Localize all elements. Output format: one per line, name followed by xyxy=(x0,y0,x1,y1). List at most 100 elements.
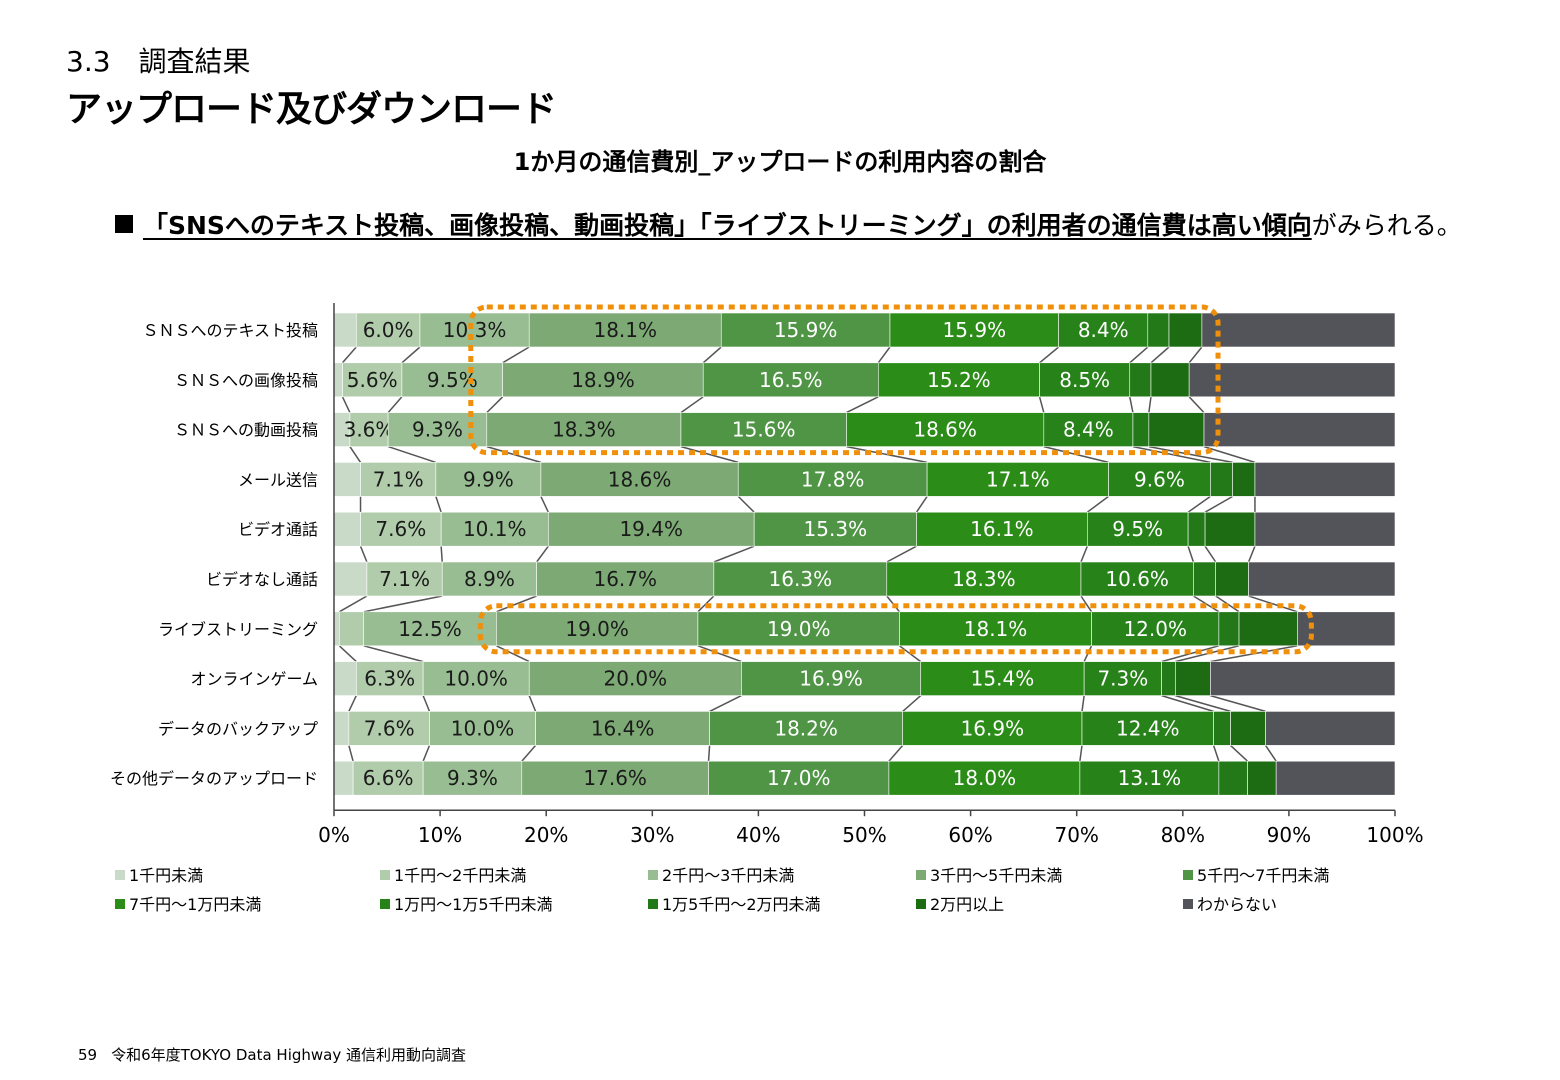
bar-segment xyxy=(680,412,847,447)
data-label: 18.2% xyxy=(774,716,838,740)
bar-segment xyxy=(441,561,537,597)
category-label: ビデオなし通話 xyxy=(206,570,318,589)
source-note: 令和6年度TOKYO Data Highway 通信利用動向調査 xyxy=(111,1046,466,1064)
series-connector-line xyxy=(536,545,549,563)
bar-segment xyxy=(1275,760,1396,796)
bar-segment xyxy=(349,412,389,447)
bar-segment xyxy=(333,711,350,746)
bar-segment xyxy=(401,362,503,398)
bar-segment xyxy=(387,412,488,447)
series-connector-line xyxy=(440,546,443,563)
data-label: 10.3% xyxy=(443,318,507,342)
bar-segment xyxy=(1248,561,1396,597)
data-label: 12.5% xyxy=(398,617,462,641)
series-connector-line xyxy=(915,495,928,513)
bar-segment xyxy=(899,611,1092,647)
series-connector-line xyxy=(1129,396,1134,413)
series-connector-line xyxy=(387,445,437,464)
bar-segment xyxy=(333,561,368,597)
bar-segment xyxy=(702,362,879,398)
bar-segment xyxy=(1265,711,1396,746)
data-label: 18.6% xyxy=(608,467,672,491)
bar-segment xyxy=(339,611,365,647)
series-connector-line xyxy=(1248,595,1298,613)
bar-segment xyxy=(429,711,536,746)
category-label: ライブストリーミング xyxy=(158,620,318,639)
series-connector-line xyxy=(349,446,362,463)
bar-segment xyxy=(1039,362,1131,398)
bar-segment xyxy=(1080,561,1194,597)
series-connector-line xyxy=(521,744,537,762)
data-label: 8.9% xyxy=(464,567,515,591)
bar-segment xyxy=(486,412,682,447)
series-connector-line xyxy=(422,695,431,712)
bar-segment xyxy=(360,462,437,497)
series-connector-line xyxy=(1161,694,1214,713)
series-connector-line xyxy=(435,496,442,513)
data-label: 9.3% xyxy=(447,766,498,790)
data-label: 16.9% xyxy=(961,716,1025,740)
legend-label: わからない xyxy=(1197,895,1277,914)
bar-segment xyxy=(1081,711,1214,746)
series-connector-line xyxy=(702,346,722,364)
bar-segment xyxy=(1079,760,1220,796)
series-connector-line xyxy=(902,695,922,712)
series-connector-line xyxy=(1210,694,1266,713)
data-label: 15.2% xyxy=(927,368,991,392)
bar-segment xyxy=(1232,462,1256,497)
bar-segment xyxy=(916,511,1088,547)
series-connector-line xyxy=(1038,396,1045,413)
bar-segment xyxy=(1215,561,1249,597)
legend-label: 1千円～2千円未満 xyxy=(394,866,526,885)
bar-segment xyxy=(333,661,357,696)
data-label: 12.0% xyxy=(1123,617,1187,641)
bar-segment xyxy=(888,760,1081,796)
series-connector-line xyxy=(387,396,403,414)
bar-segment xyxy=(1083,661,1162,696)
series-connector-line xyxy=(707,745,711,762)
bar-segment xyxy=(333,760,354,796)
series-connector-line xyxy=(1187,495,1211,513)
bar-segment xyxy=(886,561,1082,597)
legend-swatch xyxy=(648,870,658,880)
series-connector-line xyxy=(341,346,357,364)
bar-segment xyxy=(1230,711,1266,746)
headline: 「SNSへのテキスト投稿、画像投稿、動画投稿」「ライブストリーミング」の利用者の… xyxy=(115,206,1462,242)
data-label: 17.1% xyxy=(986,467,1050,491)
bar-segment xyxy=(720,312,891,348)
bar-segment xyxy=(1129,362,1152,398)
data-label: 15.3% xyxy=(804,517,868,541)
category-label: データのバックアップ xyxy=(158,719,318,738)
series-connector-line xyxy=(1132,445,1211,464)
series-connector-line xyxy=(1203,445,1256,464)
bar-segment xyxy=(1132,412,1150,447)
x-tick-label: 50% xyxy=(842,823,886,847)
category-label: その他データのアップロード xyxy=(110,769,318,788)
bar-segment xyxy=(713,561,888,597)
bar-segment xyxy=(1238,611,1298,647)
bar-segment xyxy=(1213,711,1231,746)
bar-segment xyxy=(902,711,1083,746)
bar-segment xyxy=(1091,611,1220,647)
chart-title: 1か月の通信費別_アップロードの利用内容の割合 xyxy=(513,148,1047,176)
bar-segment xyxy=(1043,412,1134,447)
bar-segment xyxy=(1087,511,1189,547)
bar-segment xyxy=(1210,462,1233,497)
legend-swatch xyxy=(916,870,926,880)
data-label: 9.6% xyxy=(1134,467,1185,491)
series-connector-line xyxy=(540,496,550,513)
bar-segment xyxy=(1058,312,1149,348)
bar-segment xyxy=(1193,561,1216,597)
legend-swatch xyxy=(1183,870,1193,880)
bar-segment xyxy=(435,462,542,497)
x-tick-label: 100% xyxy=(1366,823,1423,847)
data-label: 19.0% xyxy=(565,617,629,641)
data-label: 9.5% xyxy=(1112,517,1163,541)
series-connector-line xyxy=(1264,744,1277,762)
series-connector-line xyxy=(680,396,704,414)
data-label: 8.4% xyxy=(1078,318,1129,342)
bar-segment xyxy=(540,462,739,497)
bar-segment xyxy=(1247,760,1277,796)
x-tick-label: 30% xyxy=(630,823,674,847)
bar-segment xyxy=(1254,511,1396,547)
